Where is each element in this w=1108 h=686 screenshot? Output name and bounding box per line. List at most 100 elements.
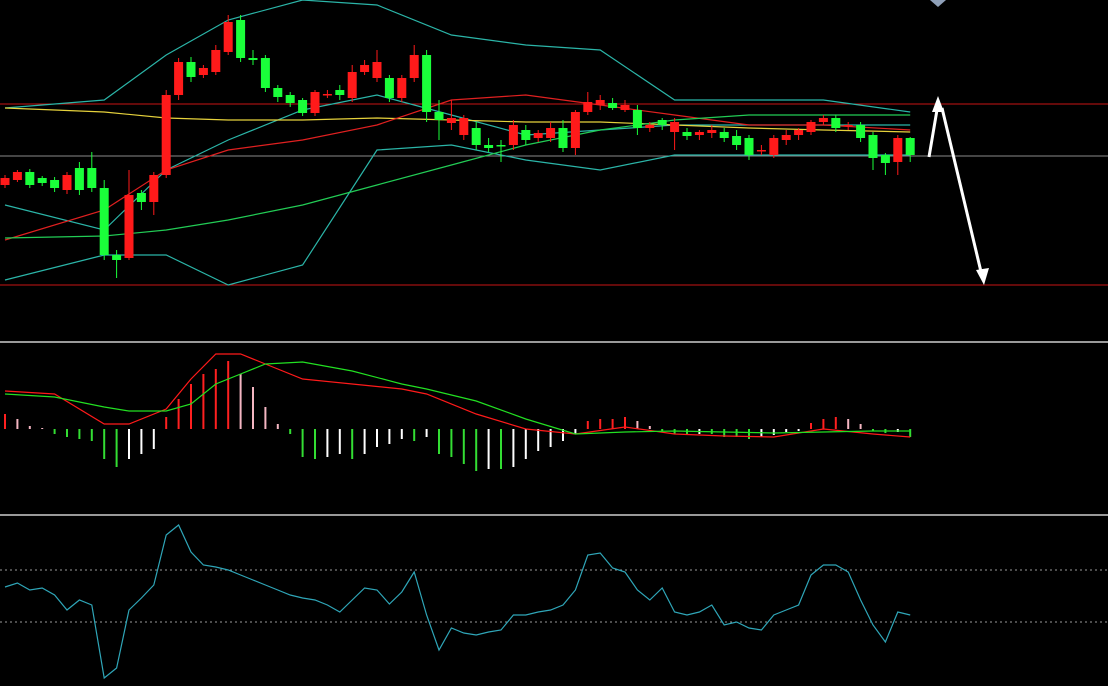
macd-bar (686, 429, 688, 435)
candle-body (719, 132, 729, 138)
candle-body (769, 138, 779, 155)
macd-bar (512, 429, 515, 467)
arrowhead (976, 268, 989, 285)
candle-body (322, 94, 332, 96)
macd-bar (872, 429, 874, 431)
macd-bar (586, 421, 589, 429)
macd-bar (772, 429, 775, 435)
candle-body (248, 58, 258, 60)
candle-body (360, 65, 370, 72)
candle-body (0, 178, 10, 185)
candle-body (397, 78, 407, 98)
macd-bar (214, 369, 217, 429)
macd-bar (177, 399, 180, 429)
macd-bar (326, 429, 329, 457)
candle-body (285, 95, 295, 103)
candle-body (99, 188, 109, 255)
candle-body (620, 105, 630, 110)
macd-bar (537, 429, 540, 451)
candle-body (273, 88, 283, 97)
candle-body (409, 55, 419, 78)
candle-body (87, 168, 97, 188)
candle-body (223, 22, 233, 52)
candle-body (756, 150, 766, 152)
candle-body (310, 92, 320, 113)
candle-body (260, 58, 270, 88)
macd-bar (140, 429, 143, 454)
macd-bar (413, 429, 416, 441)
rsi-line (4, 524, 911, 680)
candle-body (434, 112, 444, 120)
macd-bar (314, 429, 316, 459)
macd-bar (289, 429, 292, 434)
macd-bar (28, 426, 31, 429)
macd-bar (636, 421, 639, 429)
candle-body (211, 50, 221, 72)
candle-body (546, 128, 556, 138)
candle-body (632, 110, 642, 128)
macd-bar (128, 429, 130, 459)
candle-body (174, 62, 184, 95)
macd-bar (400, 429, 403, 439)
candle-body (25, 172, 35, 185)
candle-body (508, 125, 518, 145)
candle-body (570, 112, 580, 148)
macd-bar (450, 429, 453, 457)
macd-bar (462, 429, 465, 464)
candle-body (12, 172, 22, 180)
macd-bar (549, 429, 552, 447)
candle-body (37, 178, 47, 183)
candle-body (236, 20, 246, 58)
macd-bar (190, 384, 192, 429)
candle-body (372, 62, 382, 78)
macd-bar (661, 429, 664, 431)
macd-bar (438, 429, 440, 454)
candle-body (595, 100, 605, 105)
candle-body (694, 132, 704, 135)
candle-body (347, 72, 357, 98)
candle-body (74, 168, 84, 190)
arrow (927, 103, 940, 158)
macd-bar (723, 429, 726, 437)
macd-bar (822, 419, 825, 429)
macd-bar (599, 419, 602, 429)
macd-bar (252, 387, 254, 429)
macd-bar (78, 429, 81, 439)
candle-body (335, 90, 345, 95)
macd-bar (41, 428, 44, 429)
macd-bar (338, 429, 341, 454)
macd-line (4, 353, 911, 438)
marker (930, 0, 946, 7)
candle-body (136, 193, 146, 202)
macd-bar (611, 419, 614, 429)
arrowhead (932, 96, 944, 112)
macd-bar (834, 417, 837, 429)
macd-bar (264, 407, 267, 429)
macd-bar (500, 429, 502, 469)
candle-body (608, 103, 618, 108)
macd-bar (276, 424, 279, 429)
candle-body (446, 118, 456, 123)
macd-bar (748, 429, 750, 439)
macd-bar (810, 423, 812, 429)
candle-body (50, 180, 60, 188)
candle-body (521, 130, 531, 140)
candle-body (781, 135, 791, 140)
candle-body (558, 128, 568, 148)
macd-bar (202, 374, 205, 429)
candle-body (806, 122, 816, 132)
candle-body (732, 136, 742, 145)
candle-body (583, 102, 593, 112)
candle-body (149, 175, 159, 202)
candle-body (422, 55, 432, 112)
candle-body (298, 100, 308, 113)
macd-bar (624, 417, 626, 429)
candle-body (186, 62, 196, 77)
macd-bar (797, 429, 800, 431)
candle-body (496, 145, 506, 147)
candle-body (794, 130, 804, 135)
candle-body (124, 195, 134, 258)
macd-bar (648, 426, 651, 429)
candle-body (384, 78, 394, 98)
